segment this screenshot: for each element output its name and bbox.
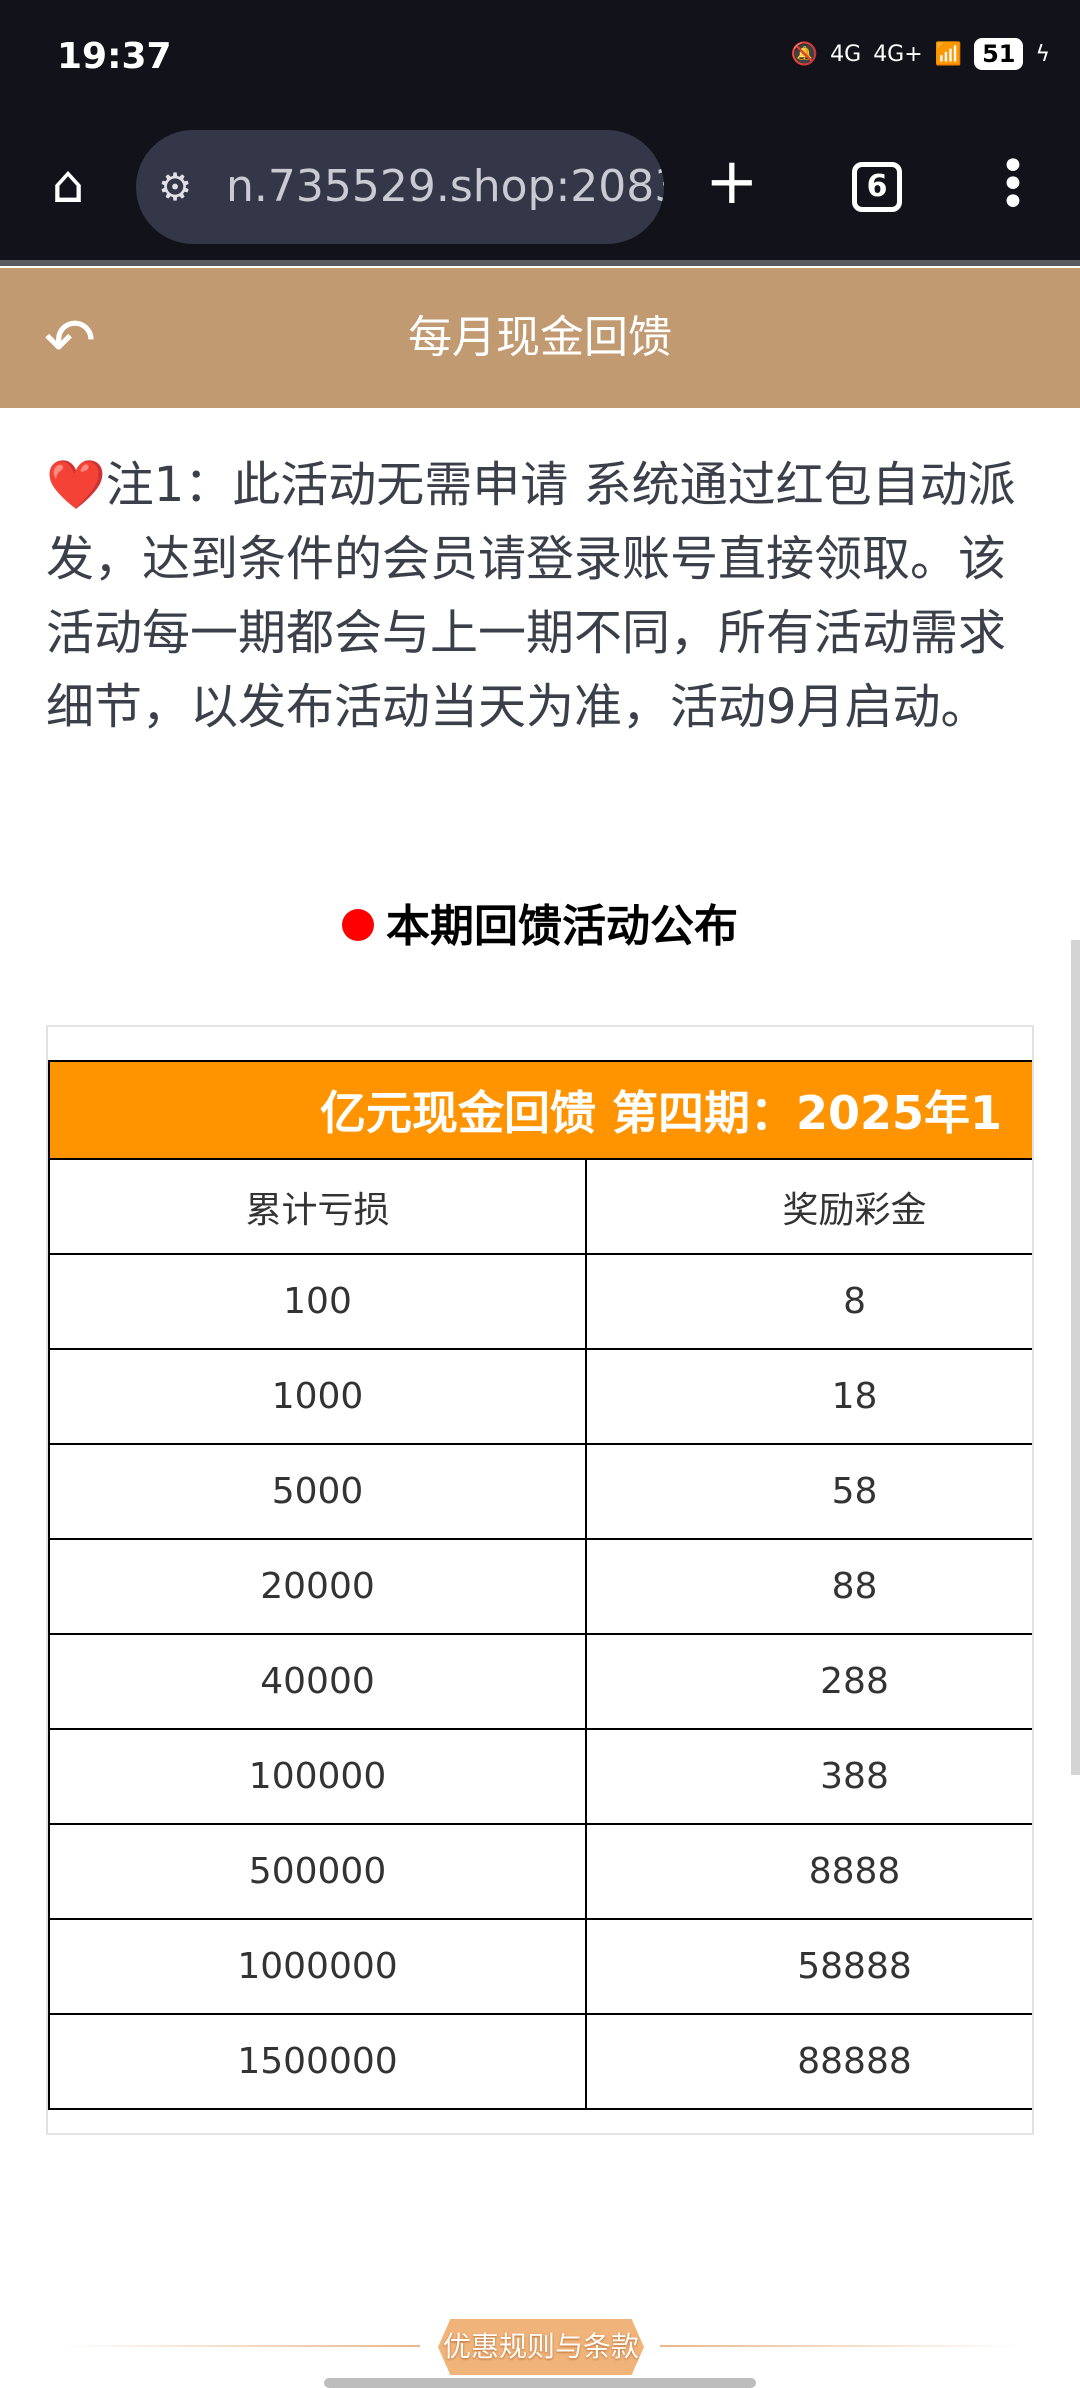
reward-cell: 8 bbox=[585, 1253, 1032, 1350]
red-dot-icon bbox=[342, 909, 374, 941]
home-icon[interactable]: ⌂ bbox=[51, 155, 85, 215]
table-row: 1000000 58888 bbox=[48, 1918, 1032, 2015]
back-icon[interactable]: ↶ bbox=[44, 304, 96, 377]
table-row: 500000 8888 bbox=[48, 1823, 1032, 1920]
table-title: 亿元现金回馈 第四期：2025年1 bbox=[48, 1060, 1032, 1160]
reward-cell: 288 bbox=[585, 1633, 1032, 1730]
loss-cell: 1000 bbox=[48, 1348, 588, 1445]
page-title: 每月现金回馈 bbox=[408, 312, 672, 363]
reward-cell: 88 bbox=[585, 1538, 1032, 1635]
loss-cell: 100 bbox=[48, 1253, 588, 1350]
browser-toolbar: ⌂ ⚙ n.735529.shop:2083 + 6 • • • bbox=[0, 110, 1080, 266]
loss-cell: 1500000 bbox=[48, 2013, 588, 2110]
wifi-icon: 📶 bbox=[934, 41, 963, 67]
divider bbox=[60, 2345, 420, 2347]
clock: 19:37 bbox=[57, 36, 172, 77]
table-row: 100000 388 bbox=[48, 1728, 1032, 1825]
loss-cell: 1000000 bbox=[48, 1918, 588, 2015]
new-tab-icon[interactable]: + bbox=[705, 145, 759, 219]
table-row: 40000 288 bbox=[48, 1633, 1032, 1730]
loss-cell: 40000 bbox=[48, 1633, 588, 1730]
scrollbar[interactable] bbox=[1071, 940, 1080, 1775]
status-icons: 🔕 4G 4G+ 📶 51 ϟ bbox=[791, 38, 1050, 70]
loss-cell: 100000 bbox=[48, 1728, 588, 1825]
terms-banner: 优惠规则与条款 bbox=[0, 2315, 1080, 2375]
table-title-row: 亿元现金回馈 第四期：2025年1 bbox=[48, 1060, 1032, 1160]
table-row: 1000 18 bbox=[48, 1348, 1032, 1445]
section-title: 本期回馈活动公布 bbox=[386, 901, 738, 952]
gesture-bar[interactable] bbox=[324, 2378, 756, 2388]
status-bar: 19:37 🔕 4G 4G+ 📶 51 ϟ bbox=[0, 0, 1080, 110]
reward-cell: 58888 bbox=[585, 1918, 1032, 2015]
section-heading: 本期回馈活动公布 bbox=[0, 890, 1080, 954]
reward-cell: 88888 bbox=[585, 2013, 1032, 2110]
reward-table: 亿元现金回馈 第四期：2025年1 累计亏损 奖励彩金 100 8 1000 18 50… bbox=[48, 1060, 1032, 2110]
column-header: 奖励彩金 bbox=[585, 1158, 1032, 1255]
loss-cell: 5000 bbox=[48, 1443, 588, 1540]
reward-table-container[interactable]: 亿元现金回馈 第四期：2025年1 累计亏损 奖励彩金 100 8 1000 18 50… bbox=[46, 1025, 1034, 2135]
table-row: 100 8 bbox=[48, 1253, 1032, 1350]
activity-note: ❤️注1：此活动无需申请 系统通过红包自动派发，达到条件的会员请登录账号直接领取… bbox=[46, 457, 1016, 735]
tab-switcher-button[interactable]: 6 bbox=[852, 162, 902, 212]
table-row: 5000 58 bbox=[48, 1443, 1032, 1540]
terms-button[interactable]: 优惠规则与条款 bbox=[438, 2319, 644, 2375]
signal-icon: 4G bbox=[830, 41, 862, 67]
reward-cell: 8888 bbox=[585, 1823, 1032, 1920]
loss-cell: 20000 bbox=[48, 1538, 588, 1635]
table-row: 1500000 88888 bbox=[48, 2013, 1032, 2110]
table-header-row: 累计亏损 奖励彩金 bbox=[48, 1158, 1032, 1255]
reward-cell: 58 bbox=[585, 1443, 1032, 1540]
page-header: 每月现金回馈 ↶ bbox=[0, 268, 1080, 408]
battery-icon: 51 bbox=[974, 38, 1024, 70]
url-text: n.735529.shop:2083 bbox=[226, 161, 664, 212]
reward-cell: 388 bbox=[585, 1728, 1032, 1825]
more-menu-icon[interactable]: • • • bbox=[1000, 141, 1026, 228]
site-settings-icon[interactable]: ⚙ bbox=[158, 165, 193, 209]
reward-cell: 18 bbox=[585, 1348, 1032, 1445]
loss-cell: 500000 bbox=[48, 1823, 588, 1920]
signal-icon: 4G+ bbox=[873, 41, 923, 67]
charging-icon: ϟ bbox=[1035, 41, 1050, 67]
divider bbox=[660, 2345, 1020, 2347]
table-row: 20000 88 bbox=[48, 1538, 1032, 1635]
url-bar[interactable]: ⚙ n.735529.shop:2083 bbox=[136, 130, 664, 244]
column-header: 累计亏损 bbox=[48, 1158, 588, 1255]
bell-muted-icon: 🔕 bbox=[790, 41, 819, 67]
